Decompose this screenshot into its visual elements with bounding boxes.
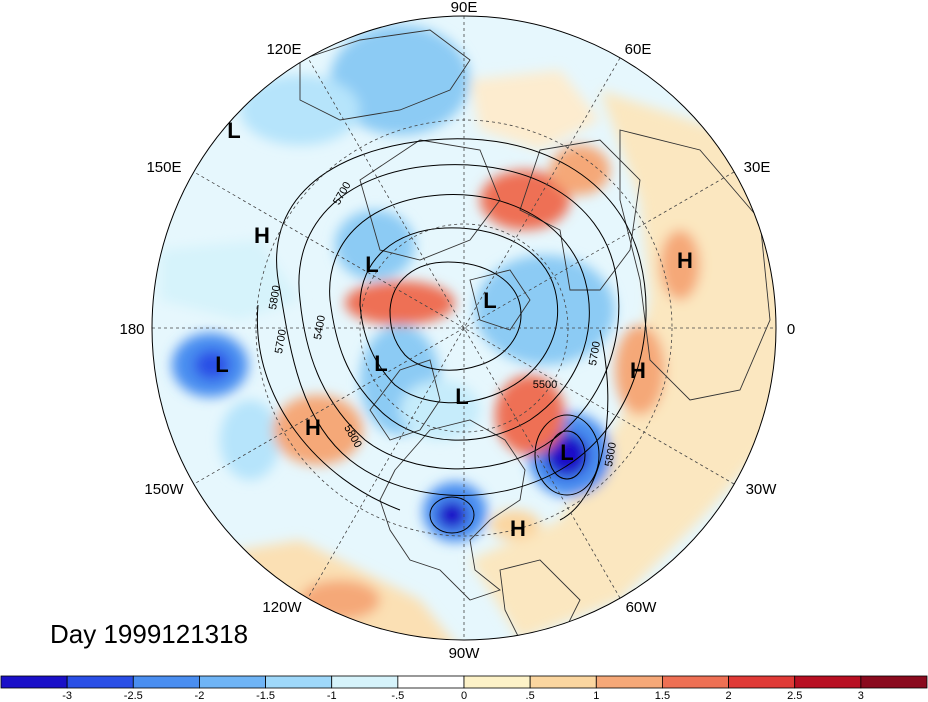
contour-label: 5500 xyxy=(533,379,557,391)
contour-label: 5700 xyxy=(273,328,289,354)
low-pressure-label: L xyxy=(560,440,573,465)
high-pressure-label: H xyxy=(305,415,321,440)
contour-label: 5800 xyxy=(603,441,619,467)
colorbar-tick-label: -1.5 xyxy=(256,690,275,702)
day-title: Day 1999121318 xyxy=(50,619,249,649)
contour-label: 5700 xyxy=(587,340,603,366)
colorbar-swatch xyxy=(0,675,68,689)
graticule xyxy=(152,16,776,640)
longitude-label: 120W xyxy=(262,599,302,616)
anomaly-field xyxy=(152,16,776,640)
colorbar-swatch xyxy=(132,675,200,689)
low-pressure-label: L xyxy=(215,352,228,377)
colorbar-swatch xyxy=(529,675,597,689)
longitude-label: 150E xyxy=(146,159,181,176)
high-pressure-label: H xyxy=(630,358,646,383)
longitude-label: 120E xyxy=(266,41,301,58)
colorbar-swatch xyxy=(199,675,266,689)
colorbar-tick-label: 1 xyxy=(593,690,599,702)
colorbar-tick-label: -3 xyxy=(62,690,72,702)
height-contours xyxy=(256,138,647,534)
contour-label: 5400 xyxy=(312,314,328,340)
colorbar-tick-label: -1 xyxy=(327,690,337,702)
colorbar-swatch xyxy=(331,675,399,689)
colorbar-swatch xyxy=(860,675,928,689)
low-pressure-label: L xyxy=(483,288,496,313)
colorbar: -3 -2.5 -2 -1.5 -1 -.5 0 .5 1 1.5 2 2.5 3 xyxy=(0,675,928,702)
high-pressure-label: H xyxy=(677,248,693,273)
coastlines xyxy=(299,29,771,640)
colorbar-tick-label: -2 xyxy=(195,690,205,702)
colorbar-tick-label: 2.5 xyxy=(787,690,802,702)
colorbar-swatch xyxy=(595,675,663,689)
colorbar-swatch xyxy=(662,675,729,689)
colorbar-swatch xyxy=(66,675,134,689)
low-pressure-label: L xyxy=(374,351,387,376)
colorbar-tick-label: .5 xyxy=(526,690,535,702)
longitude-label: 150W xyxy=(144,481,184,498)
longitude-label: 180 xyxy=(119,321,144,338)
contour-label: 5800 xyxy=(267,284,283,310)
colorbar-tick-label: 1.5 xyxy=(655,690,670,702)
longitude-label: 90W xyxy=(449,645,481,662)
colorbar-tick-label: -2.5 xyxy=(124,690,143,702)
low-pressure-label: L xyxy=(455,384,468,409)
longitude-label: 30E xyxy=(744,159,771,176)
colorbar-swatch xyxy=(463,675,531,689)
colorbar-swatch xyxy=(397,675,465,689)
colorbar-tick-label: 3 xyxy=(858,690,864,702)
high-pressure-label: H xyxy=(254,223,270,248)
colorbar-tick-label: 2 xyxy=(726,690,732,702)
colorbar-tick-label: -.5 xyxy=(391,690,404,702)
map-boundary xyxy=(151,15,777,641)
colorbar-tick-label: 0 xyxy=(461,690,467,702)
longitude-label: 0 xyxy=(787,321,795,338)
longitude-label: 90E xyxy=(451,0,478,16)
colorbar-swatch xyxy=(728,675,796,689)
longitude-label: 60E xyxy=(625,41,652,58)
longitude-label: 30W xyxy=(746,481,778,498)
colorbar-swatch xyxy=(794,675,862,689)
low-pressure-label: L xyxy=(227,118,240,143)
longitude-labels: 90E 60E 30E 0 30W 60W 90W 120W 150W 180 150E 120E xyxy=(119,0,795,662)
low-pressure-label: L xyxy=(365,252,378,277)
pressure-system-labels: L H L L L H H L H L L H xyxy=(215,118,693,541)
high-pressure-label: H xyxy=(510,516,526,541)
colorbar-swatch xyxy=(265,675,333,689)
longitude-label: 60W xyxy=(626,599,658,616)
